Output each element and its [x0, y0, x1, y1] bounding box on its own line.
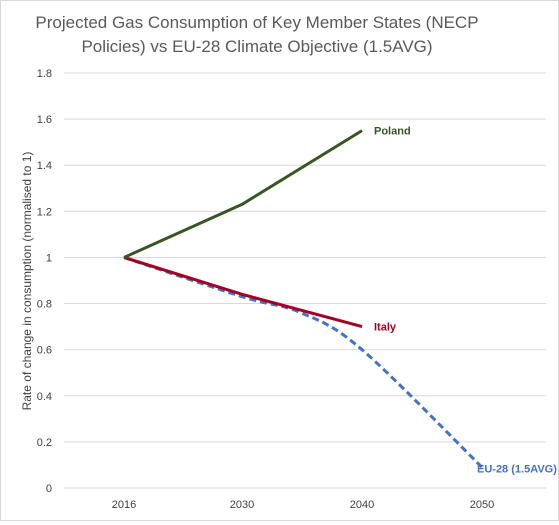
x-tick-label: 2050 [470, 499, 494, 511]
y-axis-label: Rate of change in consumption (normalise… [20, 152, 34, 411]
y-tick-label: 1.2 [37, 206, 52, 218]
gridlines [64, 72, 546, 489]
y-tick-label: 0 [46, 483, 52, 495]
series-labels: EU-28 (1.5AVG) Italy Poland [374, 126, 557, 476]
series-label-poland: Poland [374, 126, 411, 138]
series-label-italy: Italy [374, 322, 397, 334]
series-lines [123, 129, 484, 469]
y-axis-ticks: 0 0.2 0.4 0.6 0.8 1 1.2 1.4 1.6 1.8 [37, 68, 52, 495]
y-tick-label: 0.4 [37, 391, 52, 403]
series-line-poland [123, 129, 363, 259]
chart-title-line-1: Projected Gas Consumption of Key Member … [35, 13, 478, 32]
y-tick-label: 1.8 [37, 68, 52, 80]
x-tick-label: 2040 [350, 499, 374, 511]
y-tick-label: 0.2 [37, 437, 52, 449]
y-tick-label: 1.4 [37, 160, 52, 172]
x-tick-label: 2030 [230, 499, 254, 511]
chart-title-line-2: Policies) vs EU-28 Climate Objective (1.… [81, 37, 432, 56]
series-line-italy [123, 256, 363, 329]
x-tick-label: 2016 [112, 499, 136, 511]
y-tick-label: 0.8 [37, 299, 52, 311]
series-label-eu-28-1-5avg: EU-28 (1.5AVG) [477, 463, 557, 475]
y-tick-label: 1 [46, 252, 52, 264]
series-line-eu-28-1-5avg [123, 256, 484, 469]
y-tick-label: 1.6 [37, 114, 52, 126]
x-axis-ticks: 2016 2030 2040 2050 [112, 499, 494, 511]
y-tick-label: 0.6 [37, 345, 52, 357]
